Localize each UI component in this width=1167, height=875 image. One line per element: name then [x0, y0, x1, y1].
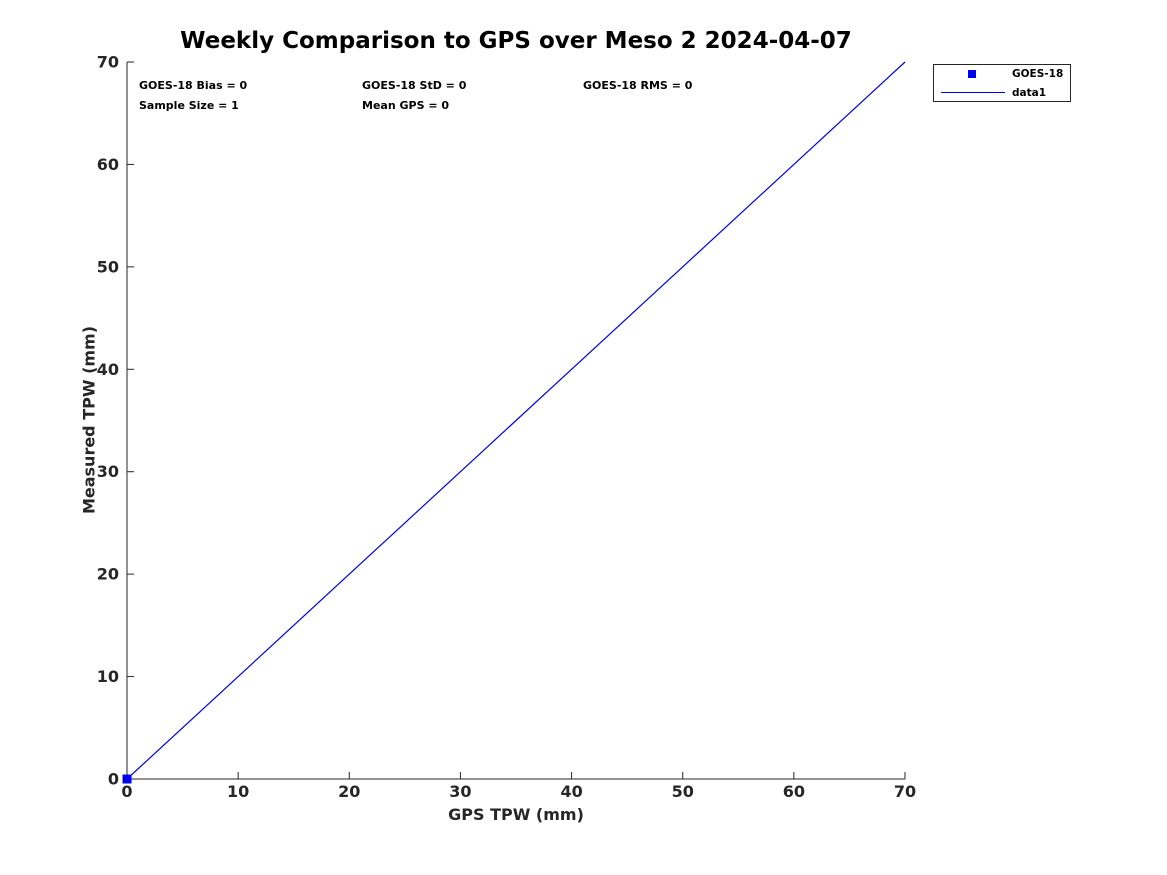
line-sample-icon [941, 92, 1005, 93]
chart-title: Weekly Comparison to GPS over Meso 2 202… [180, 28, 852, 54]
y-tick-label: 0 [108, 770, 119, 789]
x-tick-label: 50 [672, 782, 694, 801]
x-tick-label: 70 [894, 782, 916, 801]
stat-std: GOES-18 StD = 0 [362, 79, 467, 92]
legend-entry-goes18: GOES-18 [934, 65, 1070, 84]
y-axis-label: Measured TPW (mm) [79, 325, 99, 515]
stat-sample-size: Sample Size = 1 [139, 99, 239, 112]
legend-label: data1 [1012, 87, 1047, 99]
x-axis-label: GPS TPW (mm) [448, 805, 584, 824]
square-marker-icon [968, 70, 976, 78]
x-tick-label: 40 [560, 782, 582, 801]
stat-rms: GOES-18 RMS = 0 [583, 79, 693, 92]
stat-bias: GOES-18 Bias = 0 [139, 79, 248, 92]
y-tick-label: 50 [97, 257, 119, 276]
x-tick-label: 20 [338, 782, 360, 801]
y-tick-label: 40 [97, 360, 119, 379]
y-tick-label: 30 [97, 462, 119, 481]
stat-mean-gps: Mean GPS = 0 [362, 99, 450, 112]
x-tick-label: 10 [227, 782, 249, 801]
y-tick-label: 70 [97, 53, 119, 72]
series-line-data1 [126, 61, 906, 780]
legend-label: GOES-18 [1012, 68, 1064, 80]
legend-box: GOES-18 data1 [933, 64, 1071, 102]
y-tick-label: 10 [97, 667, 119, 686]
legend-entry-data1: data1 [934, 84, 1070, 103]
y-tick-label: 60 [97, 155, 119, 174]
x-tick-label: 0 [121, 782, 132, 801]
x-tick-label: 60 [783, 782, 805, 801]
x-tick-label: 30 [449, 782, 471, 801]
y-tick-label: 20 [97, 565, 119, 584]
